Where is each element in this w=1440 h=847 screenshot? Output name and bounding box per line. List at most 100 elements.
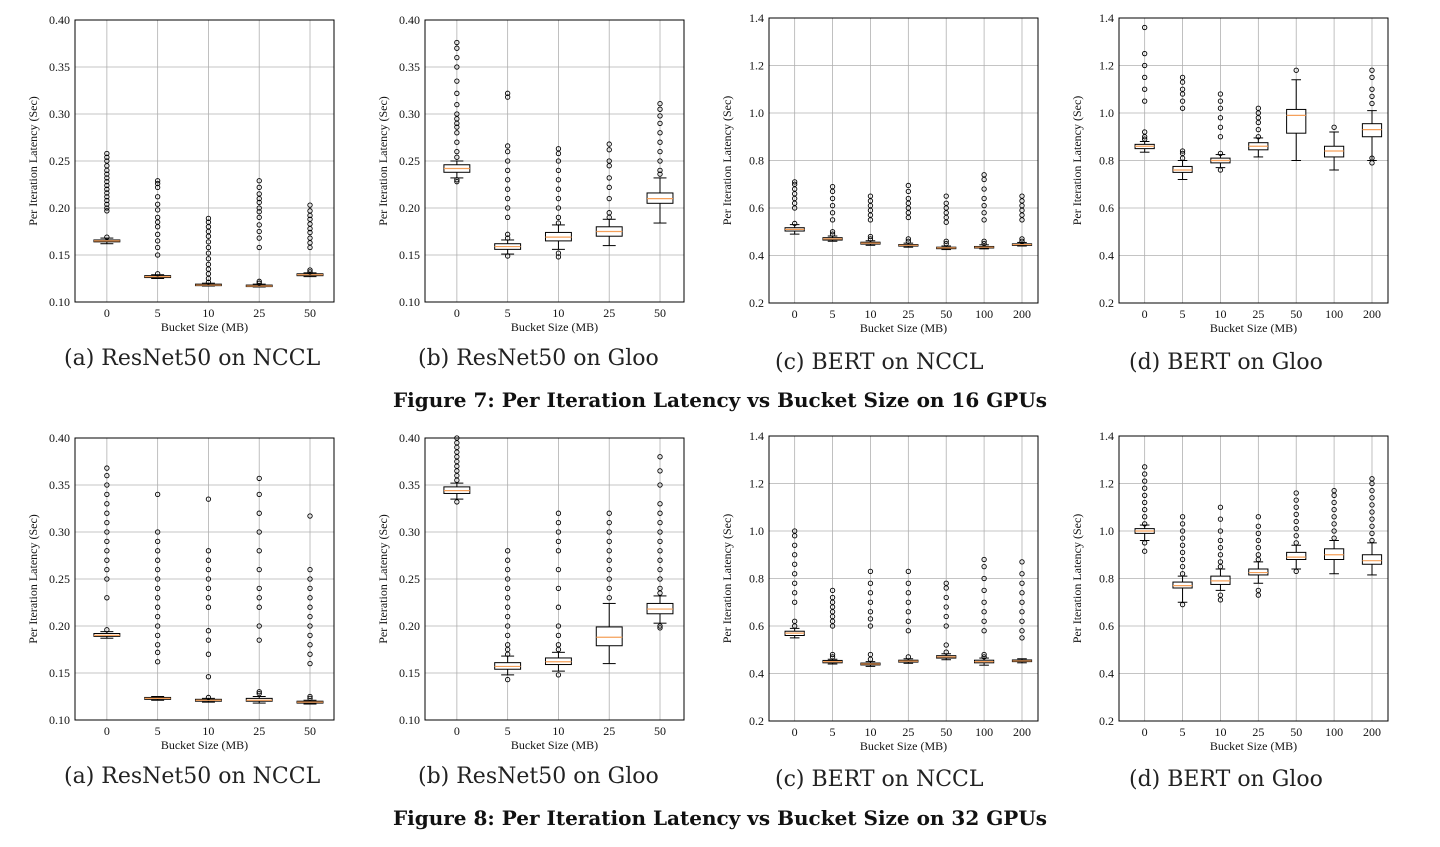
outlier-point [307,208,313,214]
outlier-point [1217,559,1224,565]
y-tick-label: 1.0 [749,524,764,538]
box-5 [494,548,522,683]
outlier-point [505,148,511,155]
outlier-point [1179,74,1186,81]
x-tick-label: 10 [552,724,564,738]
outlier-point [1293,490,1299,496]
outlier-point [657,510,663,516]
box-5 [1172,514,1193,608]
plot-frame [1118,435,1389,722]
box-200 [1011,193,1033,247]
outlier-point [981,240,987,247]
outlier-point [905,599,911,605]
outlier-point [555,177,562,183]
box-5 [144,491,172,701]
outlier-point [555,548,562,554]
outlier-point [1179,549,1186,556]
outlier-point [606,548,612,554]
figure-7-caption: Figure 7: Per Iteration Latency vs Bucke… [392,388,1048,412]
chart-fig7-a: 0.10 0.15 0.20 0.25 0.30 0.35 0.40 0 5 10 25 50 Buck… [0,0,345,335]
outlier-point [981,217,987,223]
x-axis-label: Bucket Size (MB) [511,738,598,752]
box-0 [93,150,121,245]
y-tick-label: 0.20 [49,619,70,633]
y-axis-label: Per Iteration Latency (Sec) [720,96,734,226]
y-tick-label: 0.25 [49,572,70,586]
outlier-point [657,623,663,629]
outlier-point [307,693,313,700]
outlier-point [555,566,562,573]
outlier-point [1019,635,1025,641]
box-25 [245,178,273,288]
outlier-point [1179,556,1186,563]
subcaption-fig8-a: (a) ResNet50 on NCCL [64,764,321,789]
box-200 [1361,67,1383,166]
outlier-point [1217,167,1224,173]
outlier-point [155,180,161,187]
outlier-point [256,623,262,629]
box-200 [1361,476,1383,576]
x-axis-label: Bucket Size (MB) [511,320,598,334]
outlier-point [867,580,874,586]
outlier-point [555,623,562,629]
outlier-point [104,557,110,563]
outlier-point [307,513,313,519]
y-tick-label: 0.10 [399,713,420,727]
outlier-point [943,240,949,247]
outlier-point [505,566,511,573]
x-axis-label: Bucket Size (MB) [161,738,248,752]
y-tick-label: 0.25 [49,154,70,168]
outlier-point [1331,535,1337,541]
y-tick-label: 0.15 [49,248,70,262]
box-25 [595,510,623,665]
outlier-point [256,604,262,610]
x-tick-label: 5 [155,306,161,320]
outlier-point [104,179,110,185]
outlier-point [1019,236,1025,242]
x-tick-label: 0 [104,306,110,320]
outlier-point [792,542,798,548]
x-tick-label: 10 [1214,307,1226,321]
plot-frame [74,19,335,303]
outlier-point [606,538,612,545]
outlier-point [104,465,110,471]
x-tick-label: 50 [1290,307,1302,321]
outlier-point [981,186,987,192]
outlier-point [205,215,212,221]
outlier-point [1217,544,1224,551]
figure-8-caption: Figure 8: Per Iteration Latency vs Bucke… [392,806,1048,830]
subcaption-fig8-d: (d) BERT on Gloo [1129,767,1323,792]
outlier-point [256,191,262,197]
outlier-point [867,616,874,622]
outlier-point [1255,105,1261,111]
x-tick-label: 50 [304,724,316,738]
y-tick-label: 0.4 [749,667,764,681]
outlier-point [1179,98,1186,104]
outlier-point [1293,568,1299,575]
outlier-point [555,585,562,592]
y-tick-label: 0.2 [749,296,764,310]
y-tick-label: 0.10 [49,295,70,309]
outlier-point [505,595,511,601]
outlier-point [657,585,663,592]
outlier-point [555,632,562,639]
outlier-point [606,195,612,202]
y-tick-label: 0.25 [399,572,420,586]
outlier-point [1019,571,1025,577]
outlier-point [256,199,262,206]
outlier-point [104,510,110,516]
outlier-point [155,595,161,601]
outlier-point [256,510,262,516]
outlier-point [454,139,460,145]
outlier-point [1142,478,1148,484]
plot-frame [768,435,1039,722]
outlier-point [1255,523,1261,529]
outlier-point [1142,540,1148,546]
outlier-point [1293,67,1299,73]
outlier-point [1293,504,1299,510]
outlier-point [505,231,511,237]
outlier-point [981,609,987,615]
outlier-point [981,556,987,563]
outlier-point [104,197,110,204]
outlier-point [1217,592,1224,598]
